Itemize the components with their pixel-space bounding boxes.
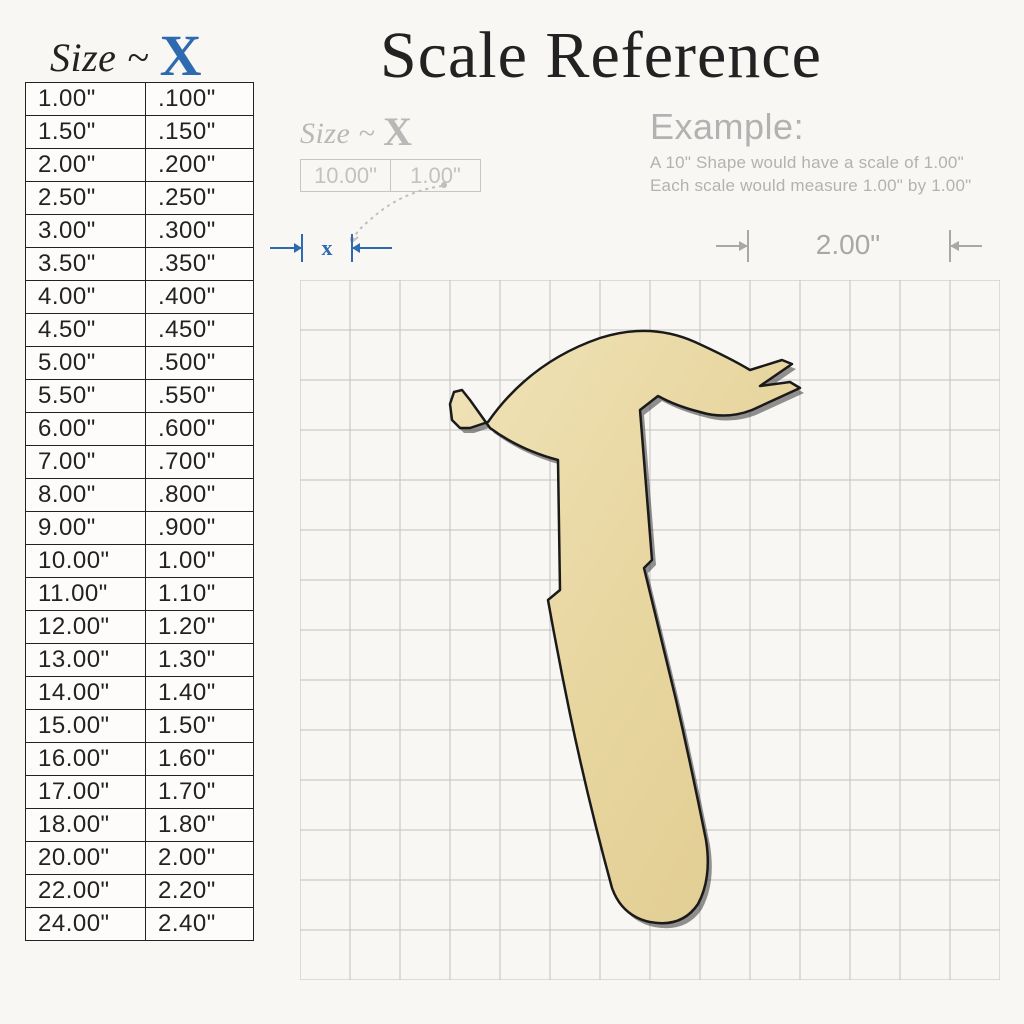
table-cell: .500" — [146, 347, 254, 380]
table-cell: 5.50" — [26, 380, 146, 413]
table-cell: 4.00" — [26, 281, 146, 314]
mini-size-x: X — [383, 109, 412, 154]
reference-grid — [300, 280, 1000, 980]
example-line-1: A 10" Shape would have a scale of 1.00" — [650, 152, 971, 175]
table-cell: .150" — [146, 116, 254, 149]
table-cell: 10.00" — [26, 545, 146, 578]
size-header-x: X — [160, 23, 202, 88]
two-inch-label: 2.00" — [816, 229, 880, 260]
table-row: 10.00"1.00" — [26, 545, 254, 578]
table-cell: 12.00" — [26, 611, 146, 644]
table-row: 5.00".500" — [26, 347, 254, 380]
table-cell: .700" — [146, 446, 254, 479]
table-cell: 1.50" — [26, 116, 146, 149]
table-row: 2.00".200" — [26, 149, 254, 182]
size-header-sep: ~ — [127, 35, 149, 80]
table-cell: .550" — [146, 380, 254, 413]
table-cell: 3.00" — [26, 215, 146, 248]
table-cell: 20.00" — [26, 842, 146, 875]
table-cell: 13.00" — [26, 644, 146, 677]
table-row: 1.00".100" — [26, 83, 254, 116]
table-row: 1.50".150" — [26, 116, 254, 149]
example-line-2: Each scale would measure 1.00" by 1.00" — [650, 175, 971, 198]
table-row: 9.00".900" — [26, 512, 254, 545]
table-cell: .800" — [146, 479, 254, 512]
two-inch-marker: 2.00" — [720, 222, 960, 262]
table-row: 24.00"2.40" — [26, 908, 254, 941]
table-cell: .400" — [146, 281, 254, 314]
table-cell: .250" — [146, 182, 254, 215]
table-cell: 1.40" — [146, 677, 254, 710]
table-row: 11.00"1.10" — [26, 578, 254, 611]
page: Size ~ X 1.00".100"1.50".150"2.00".200"2… — [0, 0, 1024, 1024]
mini-size-label: Size ~ X — [300, 108, 481, 155]
mini-size-text: Size — [300, 117, 350, 150]
table-cell: 14.00" — [26, 677, 146, 710]
table-cell: 9.00" — [26, 512, 146, 545]
table-cell: 24.00" — [26, 908, 146, 941]
table-cell: 1.60" — [146, 743, 254, 776]
table-row: 12.00"1.20" — [26, 611, 254, 644]
scale-table: 1.00".100"1.50".150"2.00".200"2.50".250"… — [25, 82, 254, 941]
x-dimension-marker: x — [296, 234, 426, 264]
table-cell: 22.00" — [26, 875, 146, 908]
table-row: 4.00".400" — [26, 281, 254, 314]
table-cell: 1.80" — [146, 809, 254, 842]
table-cell: 1.10" — [146, 578, 254, 611]
table-row: 17.00"1.70" — [26, 776, 254, 809]
table-cell: .350" — [146, 248, 254, 281]
table-cell: 5.00" — [26, 347, 146, 380]
table-cell: .900" — [146, 512, 254, 545]
table-row: 18.00"1.80" — [26, 809, 254, 842]
table-cell: .200" — [146, 149, 254, 182]
table-cell: 7.00" — [26, 446, 146, 479]
table-cell: 8.00" — [26, 479, 146, 512]
example-heading: Example: — [650, 106, 971, 148]
table-cell: 2.40" — [146, 908, 254, 941]
table-row: 22.00"2.20" — [26, 875, 254, 908]
table-cell: 11.00" — [26, 578, 146, 611]
table-cell: 1.00" — [146, 545, 254, 578]
table-cell: 1.00" — [26, 83, 146, 116]
table-row: 16.00"1.60" — [26, 743, 254, 776]
table-cell: 1.20" — [146, 611, 254, 644]
table-cell: 1.50" — [146, 710, 254, 743]
table-cell: 6.00" — [26, 413, 146, 446]
table-cell: 18.00" — [26, 809, 146, 842]
table-row: 4.50".450" — [26, 314, 254, 347]
main-title: Scale Reference — [380, 18, 822, 94]
table-row: 13.00"1.30" — [26, 644, 254, 677]
table-row: 8.00".800" — [26, 479, 254, 512]
table-cell: 2.50" — [26, 182, 146, 215]
table-row: 3.50".350" — [26, 248, 254, 281]
table-row: 6.00".600" — [26, 413, 254, 446]
table-cell: 2.00" — [146, 842, 254, 875]
table-row: 3.00".300" — [26, 215, 254, 248]
table-row: 5.50".550" — [26, 380, 254, 413]
example-block: Example: A 10" Shape would have a scale … — [650, 106, 971, 198]
x-marker-label: x — [322, 235, 333, 260]
table-cell: 15.00" — [26, 710, 146, 743]
table-cell: 4.50" — [26, 314, 146, 347]
size-header-text: Size — [50, 35, 116, 80]
table-row: 7.00".700" — [26, 446, 254, 479]
table-cell: 16.00" — [26, 743, 146, 776]
table-cell: .600" — [146, 413, 254, 446]
table-cell: .450" — [146, 314, 254, 347]
table-cell: .100" — [146, 83, 254, 116]
table-cell: .300" — [146, 215, 254, 248]
size-header: Size ~ X — [50, 22, 202, 89]
table-cell: 17.00" — [26, 776, 146, 809]
table-cell: 3.50" — [26, 248, 146, 281]
table-row: 20.00"2.00" — [26, 842, 254, 875]
table-cell: 1.30" — [146, 644, 254, 677]
table-cell: 2.20" — [146, 875, 254, 908]
table-cell: 1.70" — [146, 776, 254, 809]
table-row: 2.50".250" — [26, 182, 254, 215]
table-row: 14.00"1.40" — [26, 677, 254, 710]
mini-size-sep: ~ — [358, 117, 375, 150]
table-cell: 2.00" — [26, 149, 146, 182]
table-row: 15.00"1.50" — [26, 710, 254, 743]
